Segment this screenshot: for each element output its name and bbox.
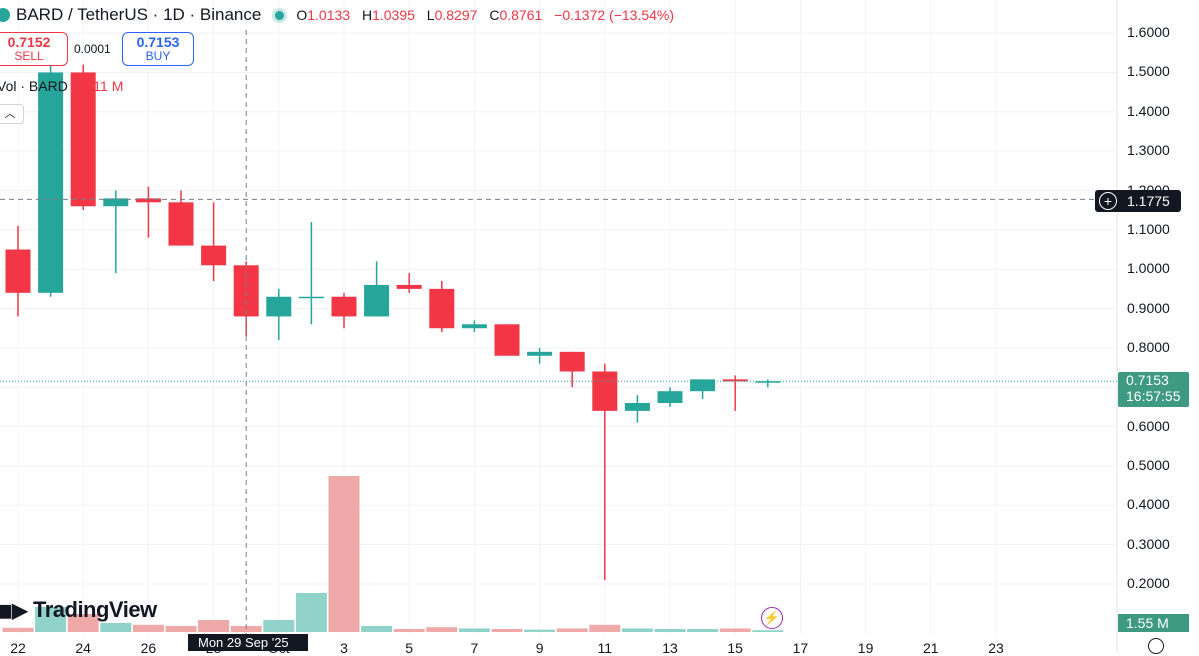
x-tick-label: 21	[923, 640, 939, 656]
candle-body	[690, 379, 716, 392]
x-tick-label: 26	[140, 640, 157, 656]
volume-bar	[67, 614, 99, 632]
candle-body	[135, 198, 161, 203]
volume-bar	[426, 627, 458, 632]
x-tick-label: 24	[75, 640, 91, 656]
x-tick-label: 19	[857, 640, 874, 656]
candle-body	[70, 72, 96, 207]
volume-bar	[524, 629, 556, 632]
volume-bar	[295, 593, 327, 632]
candle-body	[592, 371, 618, 411]
candle-body	[233, 265, 259, 317]
candle-body	[461, 324, 487, 329]
volume-bar	[752, 630, 784, 632]
y-tick-label: 1.1000	[1127, 220, 1170, 237]
volume-bar	[100, 623, 132, 632]
volume-bar	[328, 476, 360, 632]
x-tick-label: 5	[405, 640, 414, 656]
candle-body	[624, 402, 650, 411]
x-tick-label: 13	[662, 640, 678, 656]
spread-value: 0.0001	[74, 42, 111, 56]
volume-bar	[263, 620, 295, 632]
symbol-title[interactable]: BARD / TetherUS · 1D · Binance	[16, 5, 262, 24]
candle-body	[298, 296, 324, 299]
y-tick-label: 1.5000	[1127, 63, 1170, 80]
candle-body	[657, 391, 683, 403]
x-tick-label: 15	[727, 640, 743, 656]
volume-bar	[719, 628, 751, 632]
y-tick-label: 1.0000	[1127, 260, 1170, 277]
market-open-status-icon	[275, 10, 285, 20]
candle-body	[38, 72, 64, 293]
collapse-legend-button[interactable]: ︿	[0, 104, 24, 124]
x-tick-label: 23	[988, 640, 1004, 656]
y-tick-label: 0.4000	[1127, 496, 1170, 513]
last-volume-tag: 1.55 M	[1118, 614, 1189, 632]
y-tick-label: 1.3000	[1127, 142, 1170, 159]
chevron-up-icon: ︿	[4, 108, 16, 120]
crosshair-date-tag: Mon 29 Sep '25	[188, 634, 308, 651]
chart-header: BARD / TetherUS · 1D · Binance O1.0133 H…	[0, 4, 682, 26]
y-tick-label: 0.2000	[1127, 575, 1170, 591]
bar-countdown: 16:57:55	[1126, 388, 1181, 404]
volume-bar	[556, 628, 588, 632]
y-tick-label: 1.6000	[1127, 24, 1170, 41]
volume-bar	[2, 627, 34, 632]
sell-button[interactable]: 0.7152 SELL	[0, 32, 68, 66]
crosshair-price-tag[interactable]: + 1.1775	[1095, 190, 1181, 212]
add-alert-plus-icon[interactable]: +	[1099, 192, 1117, 210]
volume-bar	[361, 626, 393, 632]
x-tick-label: 17	[792, 640, 809, 656]
y-tick-label: 1.4000	[1127, 102, 1170, 119]
buy-button[interactable]: 0.7153 BUY	[122, 32, 194, 66]
volume-bar	[687, 629, 719, 632]
volume-legend[interactable]: Vol · BARD 25.11 M	[0, 78, 124, 94]
y-tick-label: 0.6000	[1127, 417, 1170, 434]
candle-body	[429, 288, 455, 329]
candle-body	[722, 379, 748, 382]
candle-body	[168, 202, 194, 246]
x-tick-label: 9	[535, 640, 544, 656]
y-tick-label: 0.9000	[1127, 299, 1170, 316]
volume-bar	[35, 606, 67, 632]
candle-body	[396, 284, 422, 289]
volume-bar	[132, 624, 164, 632]
volume-bar	[165, 626, 197, 632]
candle-body	[103, 198, 129, 207]
volume-bar	[198, 620, 230, 632]
y-tick-label: 0.5000	[1127, 456, 1170, 473]
lightning-event-icon[interactable]: ⚡	[761, 607, 783, 629]
candle-body	[266, 296, 292, 317]
candle-body	[755, 381, 781, 383]
bard-coin-icon	[0, 8, 10, 22]
tradingview-logo-icon: ◼▶	[0, 599, 27, 622]
price-change: −0.1372 (−13.54%)	[554, 7, 675, 23]
candle-body	[559, 351, 585, 372]
candle-body	[201, 245, 227, 266]
candle-body	[527, 351, 553, 356]
candle-body	[494, 324, 520, 356]
volume-bar	[654, 629, 686, 632]
x-tick-label: 7	[470, 640, 479, 656]
volume-bar	[393, 629, 425, 632]
ohlc-values: O1.0133 H1.0395 L0.8297 C0.8761 −0.1372 …	[296, 7, 675, 23]
volume-bar	[491, 629, 523, 632]
x-tick-label: 11	[597, 640, 613, 656]
volume-bar	[621, 628, 653, 632]
volume-bar	[589, 624, 621, 632]
tradingview-watermark: ◼▶ TradingView	[0, 597, 157, 623]
y-tick-label: 0.3000	[1127, 535, 1170, 552]
last-price-tag: 0.7153 16:57:55	[1118, 372, 1189, 407]
x-tick-label: 22	[10, 640, 26, 656]
y-tick-label: 0.8000	[1127, 338, 1170, 355]
volume-bar	[458, 628, 490, 632]
candle-body	[5, 249, 31, 293]
x-tick-label: 3	[340, 640, 348, 656]
candle-body	[364, 284, 390, 317]
settings-gear-icon[interactable]	[1148, 638, 1164, 654]
candle-body	[331, 296, 357, 317]
